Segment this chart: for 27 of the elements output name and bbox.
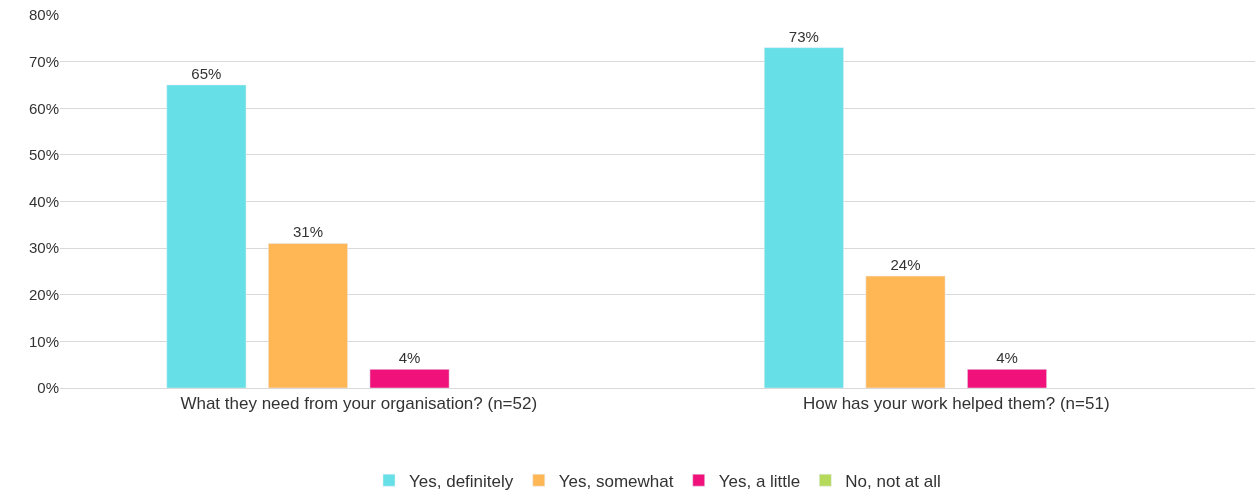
data-label: 73%: [788, 27, 819, 45]
y-tick-label: 20%: [28, 286, 59, 303]
y-tick-label: 30%: [28, 239, 59, 257]
y-tick-label: 0%: [37, 379, 59, 397]
bar: [967, 369, 1047, 388]
legend-label: Yes, somewhat: [558, 471, 674, 491]
y-tick-label: 80%: [28, 6, 59, 24]
y-tick-label: 10%: [28, 332, 59, 350]
y-tick-label: 60%: [28, 99, 59, 117]
y-tick-label: 40%: [28, 192, 59, 210]
legend-label: No, not at all: [845, 471, 941, 491]
data-label: 24%: [890, 256, 921, 274]
bar: [865, 275, 946, 388]
legend-label: Yes, definitely: [409, 471, 514, 491]
legend-label: Yes, a little: [718, 471, 801, 491]
data-label: 4%: [398, 349, 421, 367]
data-label: 31%: [292, 223, 323, 241]
y-tick-label: 50%: [28, 146, 59, 164]
y-tick-label: 70%: [28, 52, 59, 70]
data-label: 65%: [191, 64, 222, 82]
bar: [166, 84, 247, 388]
x-tick-label: How has your work helped them? (n=51): [802, 394, 1110, 414]
data-label: 4%: [996, 349, 1018, 367]
x-tick-label: What they need from your organisation? (n=52): [180, 394, 538, 414]
bar: [268, 243, 348, 388]
bar: [764, 47, 844, 388]
bar: [369, 369, 450, 388]
